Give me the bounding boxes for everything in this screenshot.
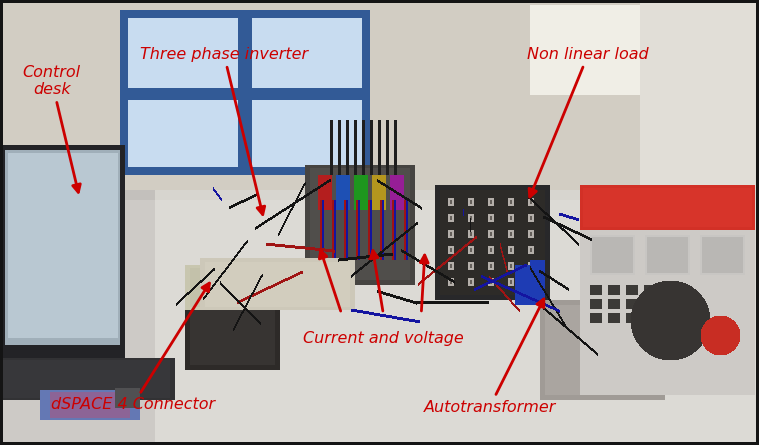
- Text: Autotransformer: Autotransformer: [424, 299, 556, 415]
- Text: Three phase inverter: Three phase inverter: [140, 47, 308, 214]
- Text: dSPACE 4 Connector: dSPACE 4 Connector: [51, 283, 215, 413]
- Text: Control
desk: Control desk: [23, 65, 80, 192]
- Text: Non linear load: Non linear load: [528, 47, 649, 197]
- Text: Current and voltage: Current and voltage: [303, 331, 464, 346]
